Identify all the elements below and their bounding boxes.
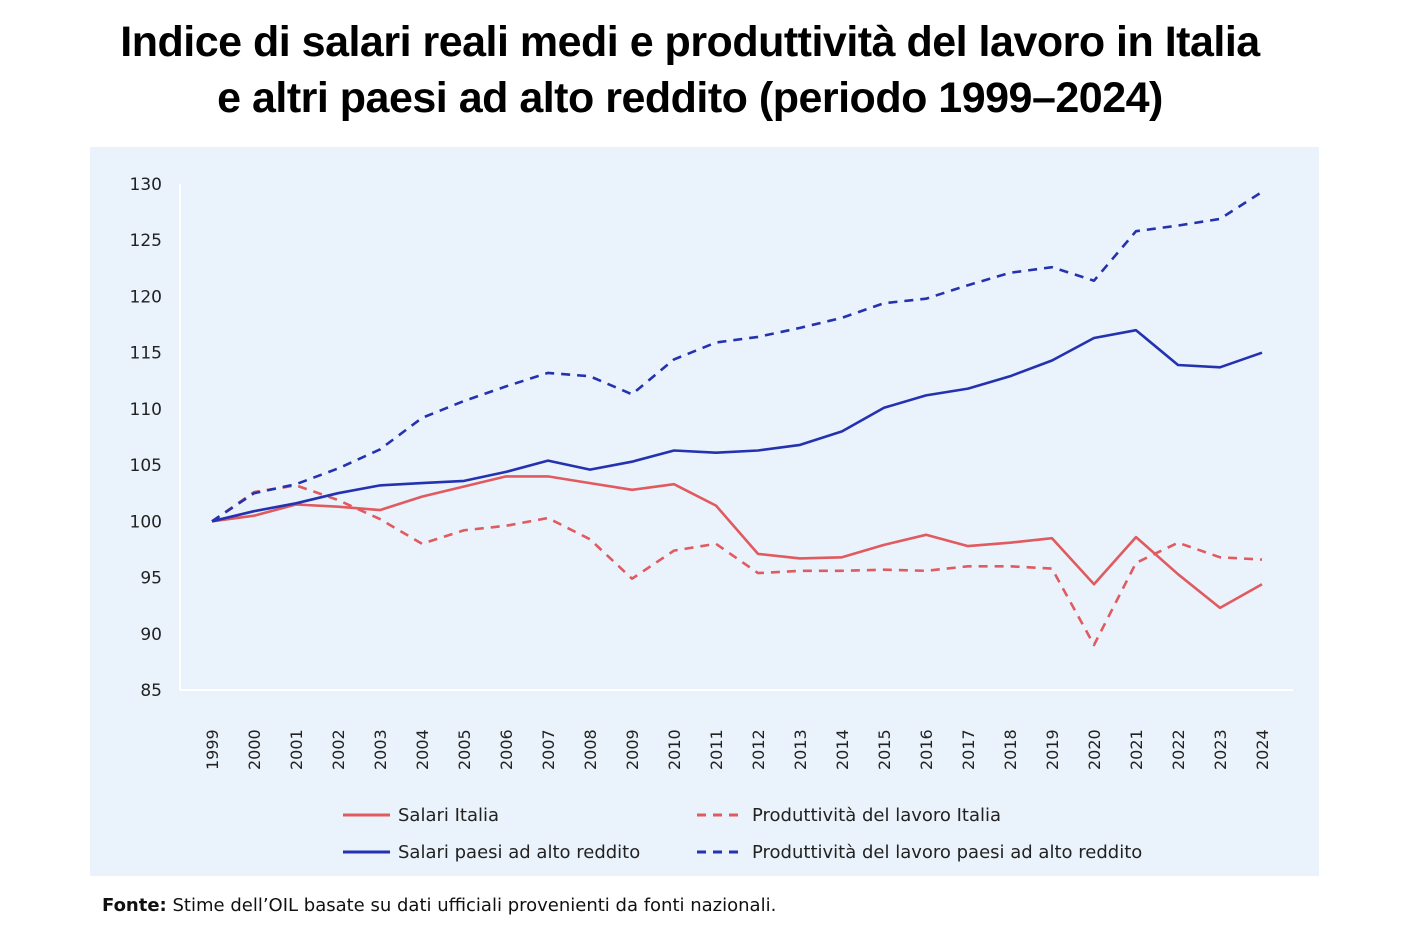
x-axis-ticks: 1999 2000 2001 2002 2003 2004 2005 2006 2007 2008… — [203, 729, 1272, 770]
legend-label: Produttività del lavoro Italia — [752, 805, 1001, 826]
source-note: Fonte: Stime dell’OIL basate su dati uff… — [102, 895, 776, 916]
legend-label: Salari paesi ad alto reddito — [398, 842, 640, 863]
x-tick-label: 2019 — [1043, 729, 1062, 770]
x-tick-label: 2006 — [497, 729, 516, 770]
series-line-3 — [211, 328, 1263, 523]
y-tick-label: 100 — [130, 512, 162, 532]
y-tick-label: 125 — [130, 231, 162, 251]
source-text: Stime dell’OIL basate su dati ufficiali … — [172, 895, 777, 916]
x-tick-label: 2005 — [455, 729, 474, 770]
y-tick-label: 110 — [130, 400, 162, 420]
series-lines — [211, 190, 1263, 647]
x-tick-label: 2004 — [413, 729, 432, 770]
x-tick-label: 2000 — [245, 729, 264, 770]
x-tick-label: 2020 — [1085, 729, 1104, 770]
x-tick-label: 2011 — [707, 729, 726, 770]
x-tick-label: 2007 — [539, 729, 558, 770]
x-tick-label: 2014 — [833, 729, 852, 770]
x-tick-label: 2003 — [371, 729, 390, 770]
chart-title: Indice di salari reali medi e produttivi… — [0, 14, 1380, 126]
chart-title-line-2: e altri paesi ad alto reddito (periodo 1… — [217, 74, 1163, 122]
legend-label: Salari Italia — [398, 805, 499, 826]
series-line-4 — [211, 190, 1263, 523]
x-tick-label: 2015 — [875, 729, 894, 770]
x-tick-label: 2023 — [1211, 729, 1230, 770]
x-tick-label: 2009 — [623, 729, 642, 770]
x-tick-label: 2017 — [959, 729, 978, 770]
x-tick-label: 2013 — [791, 729, 810, 770]
series-line-2 — [211, 484, 1263, 647]
x-tick-label: 1999 — [203, 729, 222, 770]
x-tick-label: 2010 — [665, 729, 684, 770]
x-tick-label: 2022 — [1169, 729, 1188, 770]
chart-axes — [179, 184, 1293, 691]
y-tick-label: 130 — [130, 175, 162, 195]
x-tick-label: 2018 — [1001, 729, 1020, 770]
y-tick-label: 120 — [130, 287, 162, 307]
series-line-1 — [211, 475, 1263, 610]
source-label: Fonte: — [102, 895, 167, 916]
x-tick-label: 2008 — [581, 729, 600, 770]
y-tick-label: 85 — [140, 681, 162, 701]
y-tick-label: 105 — [130, 456, 162, 476]
x-tick-label: 2016 — [917, 729, 936, 770]
x-tick-label: 2024 — [1253, 729, 1272, 770]
y-tick-label: 90 — [140, 625, 162, 645]
chart-title-line-1: Indice di salari reali medi e produttivi… — [120, 18, 1260, 66]
x-tick-label: 2001 — [287, 729, 306, 770]
y-tick-label: 95 — [140, 569, 162, 589]
y-axis-ticks: 130 125 120 115 110 105 100 95 90 85 — [130, 175, 162, 701]
x-tick-label: 2002 — [329, 729, 348, 770]
legend-label: Produttività del lavoro paesi ad alto re… — [752, 842, 1142, 863]
y-tick-label: 115 — [130, 344, 162, 364]
chart-panel — [90, 147, 1319, 876]
chart-legend: Salari Italia Produttività del lavoro Ita… — [343, 805, 1142, 863]
x-tick-label: 2021 — [1127, 729, 1146, 770]
x-tick-label: 2012 — [749, 729, 768, 770]
